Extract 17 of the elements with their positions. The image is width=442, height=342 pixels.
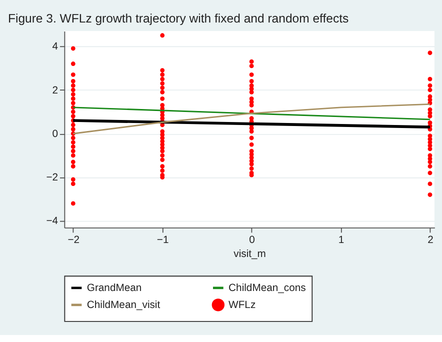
x-tick-label: −1 (156, 235, 169, 246)
legend-label: ChildMean_visit (86, 300, 160, 311)
x-tick-label: 1 (338, 235, 344, 246)
x-axis-title: visit_m (234, 249, 266, 260)
y-tick-label: −4 (46, 216, 58, 228)
legend-label: ChildMean_cons (228, 282, 306, 294)
legend-label: GrandMean (86, 282, 142, 294)
y-tick-label: −2 (46, 172, 58, 184)
legend-label: WFLz (228, 300, 256, 311)
y-tick-label: 2 (52, 85, 58, 96)
y-tick-label: 4 (52, 42, 58, 53)
y-tick-label: 0 (52, 128, 58, 140)
x-tick-label: 2 (428, 235, 434, 246)
chart-title: Figure 3. WFLz growth trajectory with fixed and random effects (8, 12, 349, 26)
x-tick-label: −2 (68, 235, 80, 246)
x-tick-label: 0 (249, 235, 256, 246)
line-series (72, 103, 431, 134)
